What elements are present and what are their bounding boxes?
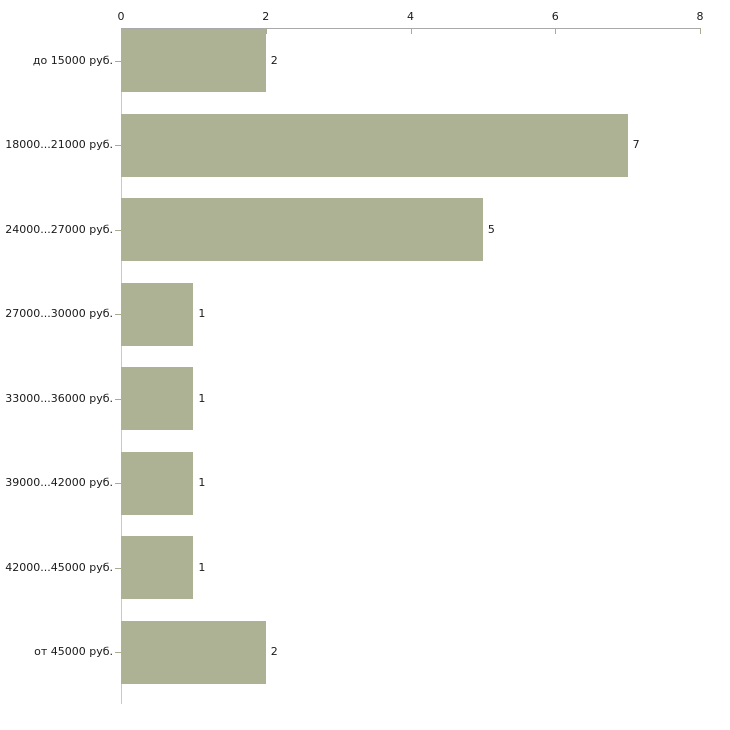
x-axis-tick <box>410 28 412 34</box>
bar-value-label: 2 <box>270 645 278 658</box>
x-axis-tick <box>700 28 701 34</box>
bar-value-label: 7 <box>632 138 640 151</box>
x-axis-tick-label: 6 <box>551 10 559 23</box>
bar-value-label: 1 <box>198 476 206 489</box>
y-axis-tick <box>115 229 121 231</box>
bar <box>121 451 194 515</box>
bar <box>121 367 194 430</box>
category-label: 18000...21000 руб. <box>5 138 113 151</box>
category-label: 33000...36000 руб. <box>5 391 113 405</box>
bar-value-label: 2 <box>270 53 278 67</box>
bar <box>121 198 483 261</box>
bar <box>121 282 194 346</box>
bar-value-label: 5 <box>487 222 495 236</box>
category-label: 39000...42000 руб. <box>5 476 113 489</box>
bar-value-label: 1 <box>198 307 206 320</box>
x-axis-tick-label: 2 <box>262 10 270 23</box>
y-axis-line <box>121 28 122 704</box>
bar-value-label: 1 <box>198 391 206 405</box>
y-axis-tick <box>115 567 121 569</box>
category-label: 27000...30000 руб. <box>5 307 113 320</box>
x-axis-tick <box>555 28 557 34</box>
x-axis-tick <box>265 28 267 34</box>
bar <box>121 536 194 599</box>
category-label: до 15000 руб. <box>32 53 113 67</box>
y-axis-tick <box>115 314 121 315</box>
y-axis-tick <box>115 398 121 400</box>
y-axis-tick <box>115 483 121 484</box>
x-axis-tick-label: 0 <box>117 10 125 23</box>
category-label: 24000...27000 руб. <box>5 222 113 236</box>
y-axis-tick <box>115 145 121 146</box>
category-label: от 45000 руб. <box>34 645 113 658</box>
category-label: 42000...45000 руб. <box>5 560 113 574</box>
y-axis-tick <box>115 652 121 653</box>
bar-value-label: 1 <box>198 560 206 574</box>
x-axis-tick-label: 8 <box>696 10 704 23</box>
y-axis-tick <box>115 60 121 62</box>
x-axis-tick-label: 4 <box>407 10 414 23</box>
bar <box>121 29 266 92</box>
bar <box>121 113 628 177</box>
bar <box>121 620 266 684</box>
